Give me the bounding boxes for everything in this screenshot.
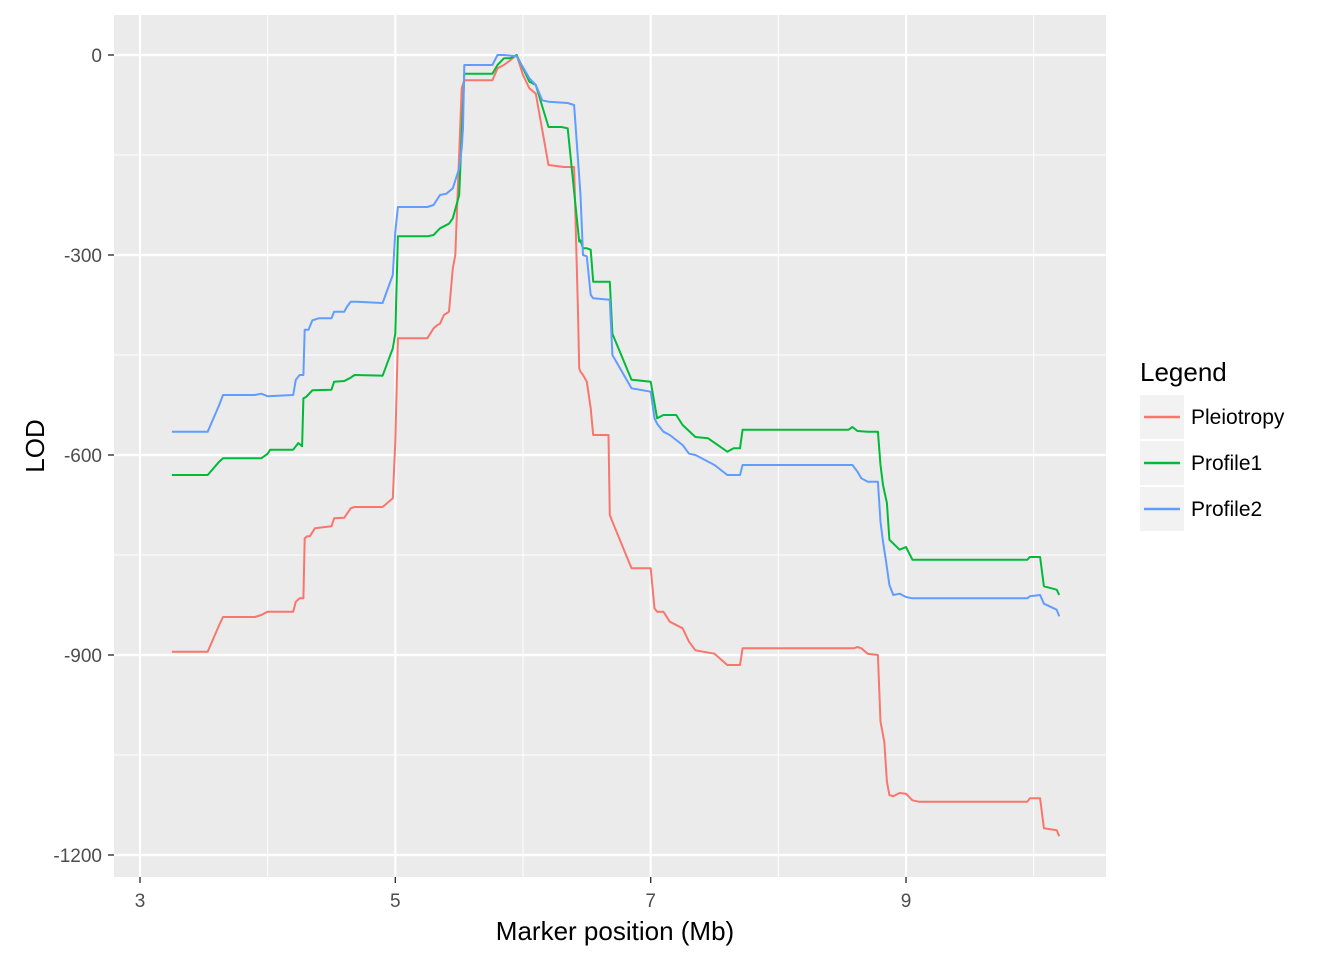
plot-panel xyxy=(114,15,1106,877)
series-line-profile1 xyxy=(171,54,1061,596)
tick-labels: 3 5 7 9 0 -300 -600 -900 -1200 xyxy=(53,46,911,912)
axis-ticks xyxy=(108,54,907,883)
legend-item-pleiotropy: Pleiotropy xyxy=(1140,395,1285,439)
y-tick-label: -1200 xyxy=(53,846,102,867)
y-tick-label: -900 xyxy=(64,646,102,667)
gridlines xyxy=(114,15,1106,877)
x-tick-label: 7 xyxy=(645,891,656,912)
legend-label: Pleiotropy xyxy=(1191,406,1285,429)
y-tick-label: 0 xyxy=(91,46,102,67)
x-tick-label: 9 xyxy=(901,891,912,912)
legend-label: Profile1 xyxy=(1191,452,1262,475)
legend: Legend Pleiotropy Profile1 Profile2 xyxy=(1140,357,1285,531)
x-tick-label: 3 xyxy=(135,891,146,912)
y-axis-title: LOD xyxy=(20,419,50,472)
y-tick-label: -300 xyxy=(64,246,102,267)
x-tick-label: 5 xyxy=(390,891,401,912)
legend-item-profile1: Profile1 xyxy=(1140,441,1262,485)
y-tick-label: -600 xyxy=(64,446,102,467)
plot-background xyxy=(114,15,1106,877)
legend-label: Profile2 xyxy=(1191,498,1262,521)
x-axis-title: Marker position (Mb) xyxy=(496,916,734,946)
series-line-pleiotropy xyxy=(171,54,1061,837)
legend-title: Legend xyxy=(1140,357,1227,387)
series-line-profile2 xyxy=(171,54,1061,617)
legend-item-profile2: Profile2 xyxy=(1140,487,1262,531)
series-lines xyxy=(171,54,1061,837)
